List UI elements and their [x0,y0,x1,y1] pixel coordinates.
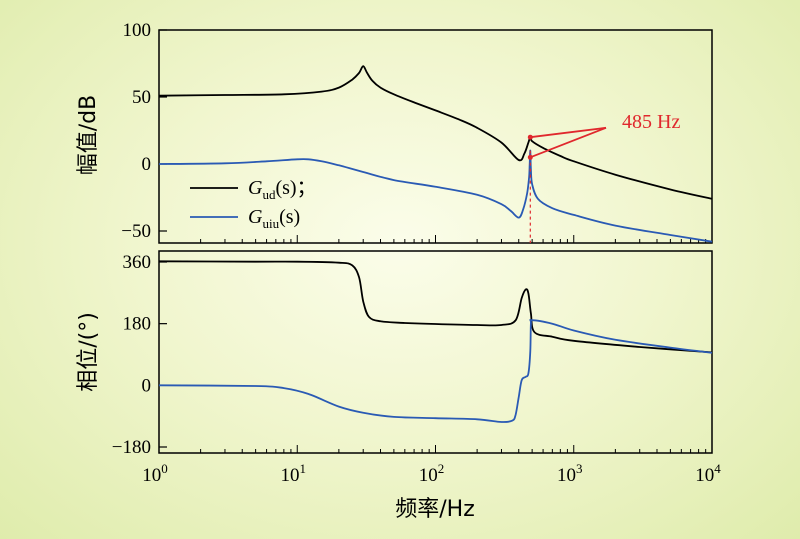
magnitude-ytick-label: 100 [123,20,152,41]
legend-entry: Guiu(s) [248,206,300,231]
x-axis-ticks: 100 101 102 103 104 [142,235,721,486]
phase-series [158,260,713,423]
magnitude-line-guiu [158,149,713,243]
magnitude-ytick-label: −50 [121,221,151,242]
x-tick-label: 104 [695,461,721,486]
annotation-arrow-lower [529,126,607,159]
x-axis-label: 频率/Hz [395,497,475,522]
x-tick-label: 100 [142,461,168,486]
legend: Gud(s)； Guiu(s) [190,177,317,231]
phase-ytick-label: 360 [123,252,152,273]
phase-ytick-label: −180 [112,437,151,458]
x-tick-label: 101 [281,461,307,486]
resonance-annotation: 485 Hz [527,111,680,243]
annotation-marker-guiu [527,154,533,160]
phase-ytick-label: 0 [142,375,152,396]
phase-ytick-label: 180 [123,314,152,335]
magnitude-axis-ticks: 100 50 0 −50 [121,20,167,242]
magnitude-series [158,65,713,243]
magnitude-y-label: 幅值/dB [76,95,101,175]
annotation-arrow-upper [530,126,607,139]
annotation-label: 485 Hz [622,111,680,133]
x-tick-label: 103 [557,461,583,486]
phase-y-label: 相位/(°) [76,312,101,392]
magnitude-panel-frame [158,29,713,244]
magnitude-ytick-label: 0 [142,154,152,175]
magnitude-ytick-label: 50 [132,87,151,108]
x-tick-label: 102 [419,461,445,486]
phase-line-guiu [158,319,713,423]
legend-entry: Gud(s)； [248,177,317,202]
magnitude-line-gud [158,65,713,200]
phase-panel-frame [158,250,713,454]
phase-axis-ticks: 360 180 0 −180 [112,252,167,458]
annotation-marker-gud [527,134,533,140]
phase-line-gud [158,260,713,354]
